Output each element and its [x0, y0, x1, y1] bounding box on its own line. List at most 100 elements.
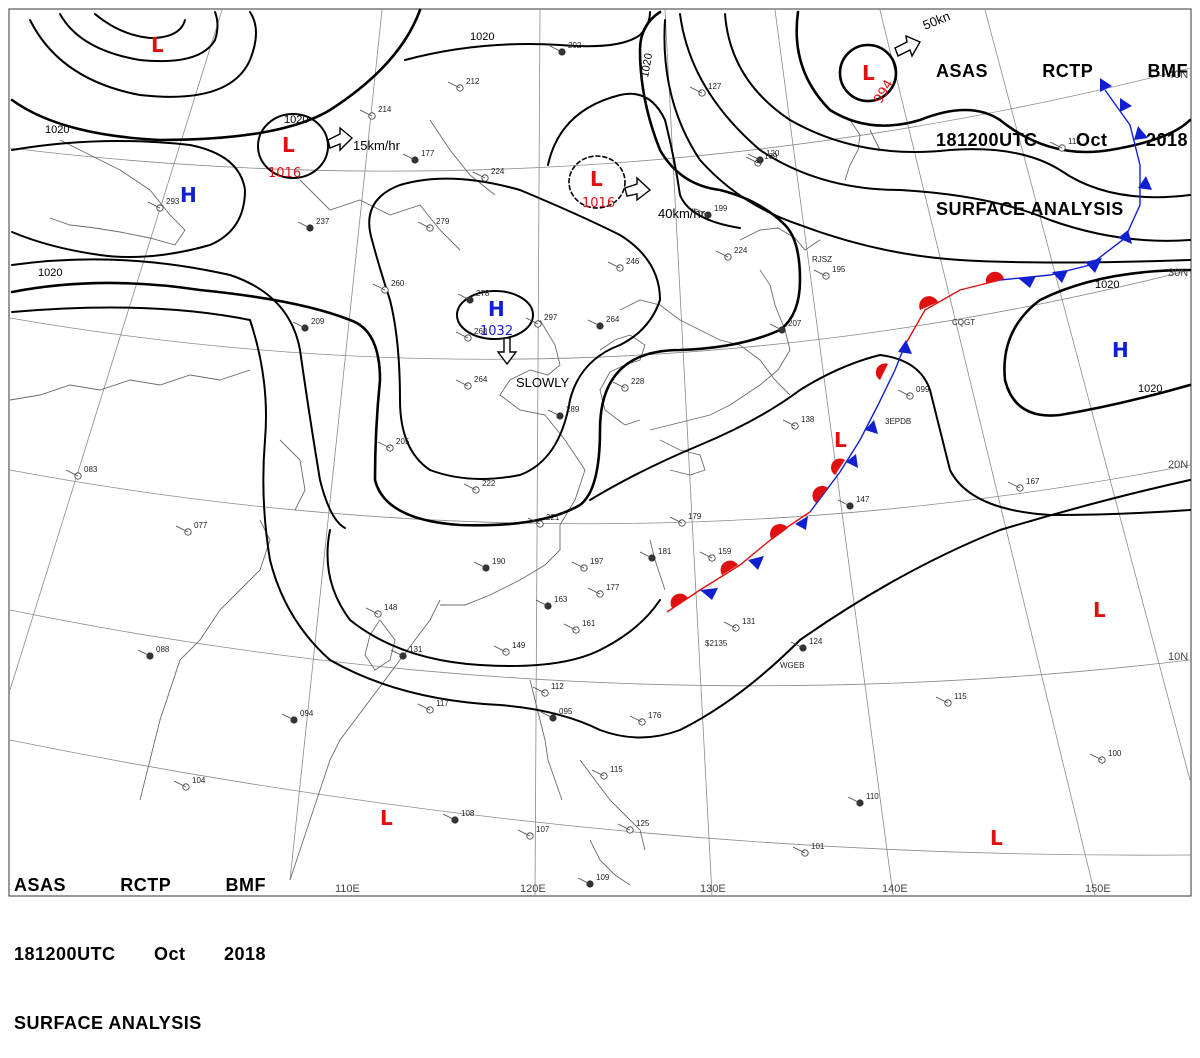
wind-barb	[455, 379, 469, 387]
wind-barb	[377, 441, 391, 449]
wind-barb	[173, 780, 187, 788]
isobar-label-vertical: 1020	[639, 52, 655, 78]
station-pressure: 120	[766, 149, 780, 158]
wind-barb	[457, 293, 471, 301]
wind-barb	[790, 641, 804, 649]
title-block-bottom: ASAS RCTP BMF 181200UTC Oct 2018 SURFACE ANA…	[14, 828, 266, 1058]
station-pressure: 222	[482, 479, 496, 488]
wind-barb	[402, 153, 416, 161]
wind-barb	[532, 686, 546, 694]
wind-barb	[745, 156, 759, 164]
wind-barb	[935, 696, 949, 704]
wind-barb	[612, 381, 626, 389]
station-pressure: 115	[1068, 137, 1081, 146]
wind-barb	[629, 715, 643, 723]
station-id: WGEB	[780, 661, 804, 670]
station-pressure: 278	[476, 289, 490, 298]
wind-barb	[540, 711, 554, 719]
high-center: H	[180, 183, 197, 207]
agency: ASAS	[14, 875, 67, 895]
station-pressure: 163	[554, 595, 568, 604]
wind-barb	[390, 649, 404, 657]
station-pressure: 115	[610, 765, 623, 774]
wind-barb	[455, 331, 469, 339]
station-pressure: 293	[166, 197, 180, 206]
wind-barb	[527, 517, 541, 525]
wind-barb	[769, 323, 783, 331]
wind-barb	[472, 171, 486, 179]
isobar-label: 1020	[1095, 279, 1119, 291]
station-pressure: 110	[866, 792, 879, 801]
station-pressure: 260	[391, 279, 405, 288]
station-pressure: 147	[856, 495, 870, 504]
wind-barb	[525, 317, 539, 325]
station-pressure: 212	[466, 77, 480, 86]
movement-label: 15km/hr	[353, 138, 401, 153]
station-pressure: 109	[596, 873, 610, 882]
low-center: L	[590, 167, 603, 191]
wind-barb	[695, 208, 709, 216]
station-ids: RJSZ CQGT 3EPDB $2135 WGEB	[705, 255, 975, 670]
center: RCTP	[1042, 61, 1094, 81]
wind-barb	[813, 269, 827, 277]
wind-barb	[463, 483, 477, 491]
wind-barb	[1089, 753, 1103, 761]
wind-barb	[297, 221, 311, 229]
station-pressure: 289	[566, 405, 580, 414]
station-pressure: 117	[436, 699, 449, 708]
cold-front-symbols	[700, 78, 1152, 600]
map-frame	[8, 8, 1192, 897]
station-pressure: 107	[536, 825, 550, 834]
year: 2018	[223, 944, 266, 964]
station-plots: 202 212 214 177 224 279 237 293 260 278 268 297 264 2…	[65, 41, 1122, 888]
isobar-label: 1020	[38, 267, 62, 279]
low-center: L	[834, 428, 847, 452]
station-pressure: 104	[192, 776, 206, 785]
wind-barb	[137, 649, 151, 657]
warm-front-symbols	[670, 271, 1004, 608]
wind-barb	[517, 829, 531, 837]
latitude-lines	[9, 67, 1191, 856]
datetime: 181200UTC	[14, 944, 116, 964]
lat-label: 10N	[1168, 651, 1188, 663]
movement-arrows	[327, 34, 921, 366]
station-pressure: 115	[954, 692, 967, 701]
movement-label: SLOWLY	[516, 375, 570, 390]
station-pressure: 125	[636, 819, 650, 828]
station-pressure: 161	[582, 619, 596, 628]
wind-barb	[1007, 481, 1021, 489]
station-pressure: 099	[916, 385, 930, 394]
isobar-label: 1020	[45, 124, 69, 136]
station-pressure: 176	[648, 711, 662, 720]
lat-label: 20N	[1168, 459, 1188, 471]
wind-barb	[837, 499, 851, 507]
station-pressure: 083	[84, 465, 98, 474]
low-center: L	[282, 133, 295, 157]
agency: ASAS	[936, 61, 989, 81]
station-pressure: 179	[688, 512, 702, 521]
station-pressure: 246	[626, 257, 640, 266]
wind-barb	[639, 551, 653, 559]
low-center: L	[1093, 598, 1106, 622]
wind-barb	[549, 45, 563, 53]
wind-barb	[473, 561, 487, 569]
station-id: 3EPDB	[885, 417, 911, 426]
low-pressure-value: 1016	[268, 166, 301, 181]
station-pressure: 199	[714, 204, 728, 213]
wind-barb	[689, 86, 703, 94]
station-pressure: 224	[734, 246, 748, 255]
lon-label: 130E	[700, 883, 726, 895]
station-pressure: 131	[742, 617, 756, 626]
station-pressure: 077	[194, 521, 208, 530]
station-pressure: 095	[559, 707, 573, 716]
station-pressure: 100	[1108, 749, 1122, 758]
station-pressure: 224	[491, 167, 505, 176]
datetime: 181200UTC	[936, 130, 1038, 150]
station-pressure: 181	[658, 547, 672, 556]
wind-barb	[175, 525, 189, 533]
wind-barb	[723, 621, 737, 629]
wind-barb	[1049, 141, 1063, 149]
station-pressure: 237	[316, 217, 330, 226]
wind-barb	[577, 877, 591, 885]
isobars	[10, 8, 1192, 739]
